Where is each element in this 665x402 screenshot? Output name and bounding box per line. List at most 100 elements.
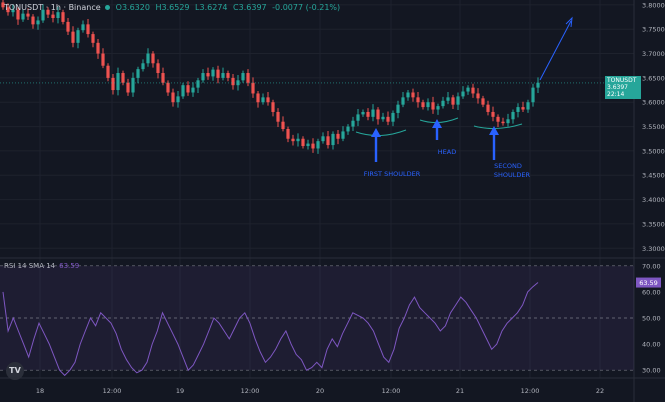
candle[interactable] — [16, 9, 20, 20]
candle[interactable] — [211, 69, 215, 77]
candle[interactable] — [11, 9, 15, 13]
candle[interactable] — [241, 73, 245, 81]
candle[interactable] — [401, 97, 405, 105]
candle[interactable] — [496, 116, 500, 122]
candle[interactable] — [226, 73, 230, 78]
candle[interactable] — [431, 102, 435, 110]
candle[interactable] — [51, 14, 55, 19]
rsi-line[interactable] — [2, 282, 539, 377]
candle[interactable] — [421, 102, 425, 108]
candle[interactable] — [171, 92, 175, 103]
candle[interactable] — [346, 126, 350, 132]
candle[interactable] — [101, 53, 105, 66]
candle[interactable] — [461, 91, 465, 97]
candle[interactable] — [81, 24, 85, 31]
candle[interactable] — [351, 120, 355, 127]
candle[interactable] — [326, 136, 330, 146]
candle[interactable] — [381, 116, 385, 120]
candle[interactable] — [156, 63, 160, 74]
candle[interactable] — [361, 111, 365, 115]
candle[interactable] — [1, 2, 5, 8]
candle[interactable] — [206, 73, 210, 77]
candle[interactable] — [246, 73, 250, 83]
candle[interactable] — [406, 92, 410, 98]
candle[interactable] — [366, 111, 370, 117]
candle[interactable] — [426, 102, 430, 108]
candle[interactable] — [501, 121, 505, 124]
candle[interactable] — [391, 112, 395, 122]
candle[interactable] — [126, 82, 130, 93]
candle[interactable] — [71, 31, 75, 43]
candle[interactable] — [96, 42, 100, 54]
candle[interactable] — [251, 82, 255, 94]
candle[interactable] — [276, 111, 280, 122]
candle[interactable] — [66, 21, 70, 32]
candle[interactable] — [116, 73, 120, 91]
candle[interactable] — [121, 73, 125, 83]
candle[interactable] — [301, 138, 305, 147]
candle[interactable] — [441, 100, 445, 107]
tradingview-logo-icon[interactable]: TV — [6, 362, 24, 380]
time-axis[interactable]: 18 12:00 19 12:00 20 12:00 21 12:00 22 — [36, 387, 604, 395]
candle[interactable] — [151, 53, 155, 64]
candle[interactable] — [536, 82, 540, 88]
candle[interactable] — [146, 53, 150, 64]
candle[interactable] — [201, 73, 205, 81]
candle[interactable] — [376, 109, 380, 120]
candle[interactable] — [61, 12, 65, 22]
candle[interactable] — [321, 136, 325, 142]
candle[interactable] — [521, 107, 525, 110]
price-axis[interactable]: 3.8000 3.7500 3.7000 3.6500 3.6000 3.5500 3.50… — [642, 1, 665, 252]
candle[interactable] — [46, 9, 50, 15]
candle[interactable] — [411, 92, 415, 98]
candle[interactable] — [281, 121, 285, 129]
candle[interactable] — [56, 12, 60, 19]
candle[interactable] — [336, 133, 340, 139]
candle[interactable] — [161, 73, 165, 83]
candle[interactable] — [311, 143, 315, 149]
candle[interactable] — [196, 80, 200, 88]
candle[interactable] — [516, 107, 520, 112]
candle[interactable] — [41, 9, 45, 21]
candle[interactable] — [231, 77, 235, 86]
candle[interactable] — [396, 104, 400, 113]
candle[interactable] — [371, 109, 375, 117]
candle[interactable] — [21, 13, 25, 20]
candle[interactable] — [331, 133, 335, 146]
candle[interactable] — [91, 34, 95, 43]
candle[interactable] — [416, 97, 420, 103]
candle[interactable] — [86, 24, 90, 35]
candle[interactable] — [471, 87, 475, 94]
candle[interactable] — [306, 143, 310, 147]
candle[interactable] — [166, 82, 170, 93]
candle[interactable] — [486, 104, 490, 112]
candle[interactable] — [446, 97, 450, 101]
candle[interactable] — [511, 111, 515, 120]
rsi-pane[interactable]: 70.00 60.00 50.00 40.00 30.00 63.59 — [0, 262, 661, 377]
candle[interactable] — [386, 116, 390, 122]
candle[interactable] — [106, 65, 110, 78]
candle[interactable] — [191, 87, 195, 93]
candle[interactable] — [266, 97, 270, 103]
candle[interactable] — [491, 111, 495, 117]
candle[interactable] — [141, 63, 145, 70]
candle[interactable] — [466, 87, 470, 92]
candle[interactable] — [261, 97, 265, 103]
candle[interactable] — [271, 102, 275, 112]
candle[interactable] — [296, 138, 300, 142]
candle[interactable] — [76, 30, 80, 43]
candle[interactable] — [316, 141, 320, 149]
candle[interactable] — [476, 93, 480, 99]
candle[interactable] — [531, 87, 535, 103]
candle[interactable] — [186, 85, 190, 93]
candle[interactable] — [216, 69, 220, 78]
candle[interactable] — [506, 119, 510, 124]
candle[interactable] — [176, 96, 180, 103]
candle[interactable] — [221, 73, 225, 78]
candle[interactable] — [341, 131, 345, 139]
symbol-title[interactable]: TONUSDT · 1h · Binance — [4, 3, 101, 12]
candle[interactable] — [286, 129, 290, 139]
candle[interactable] — [131, 77, 135, 93]
candle[interactable] — [31, 16, 35, 25]
